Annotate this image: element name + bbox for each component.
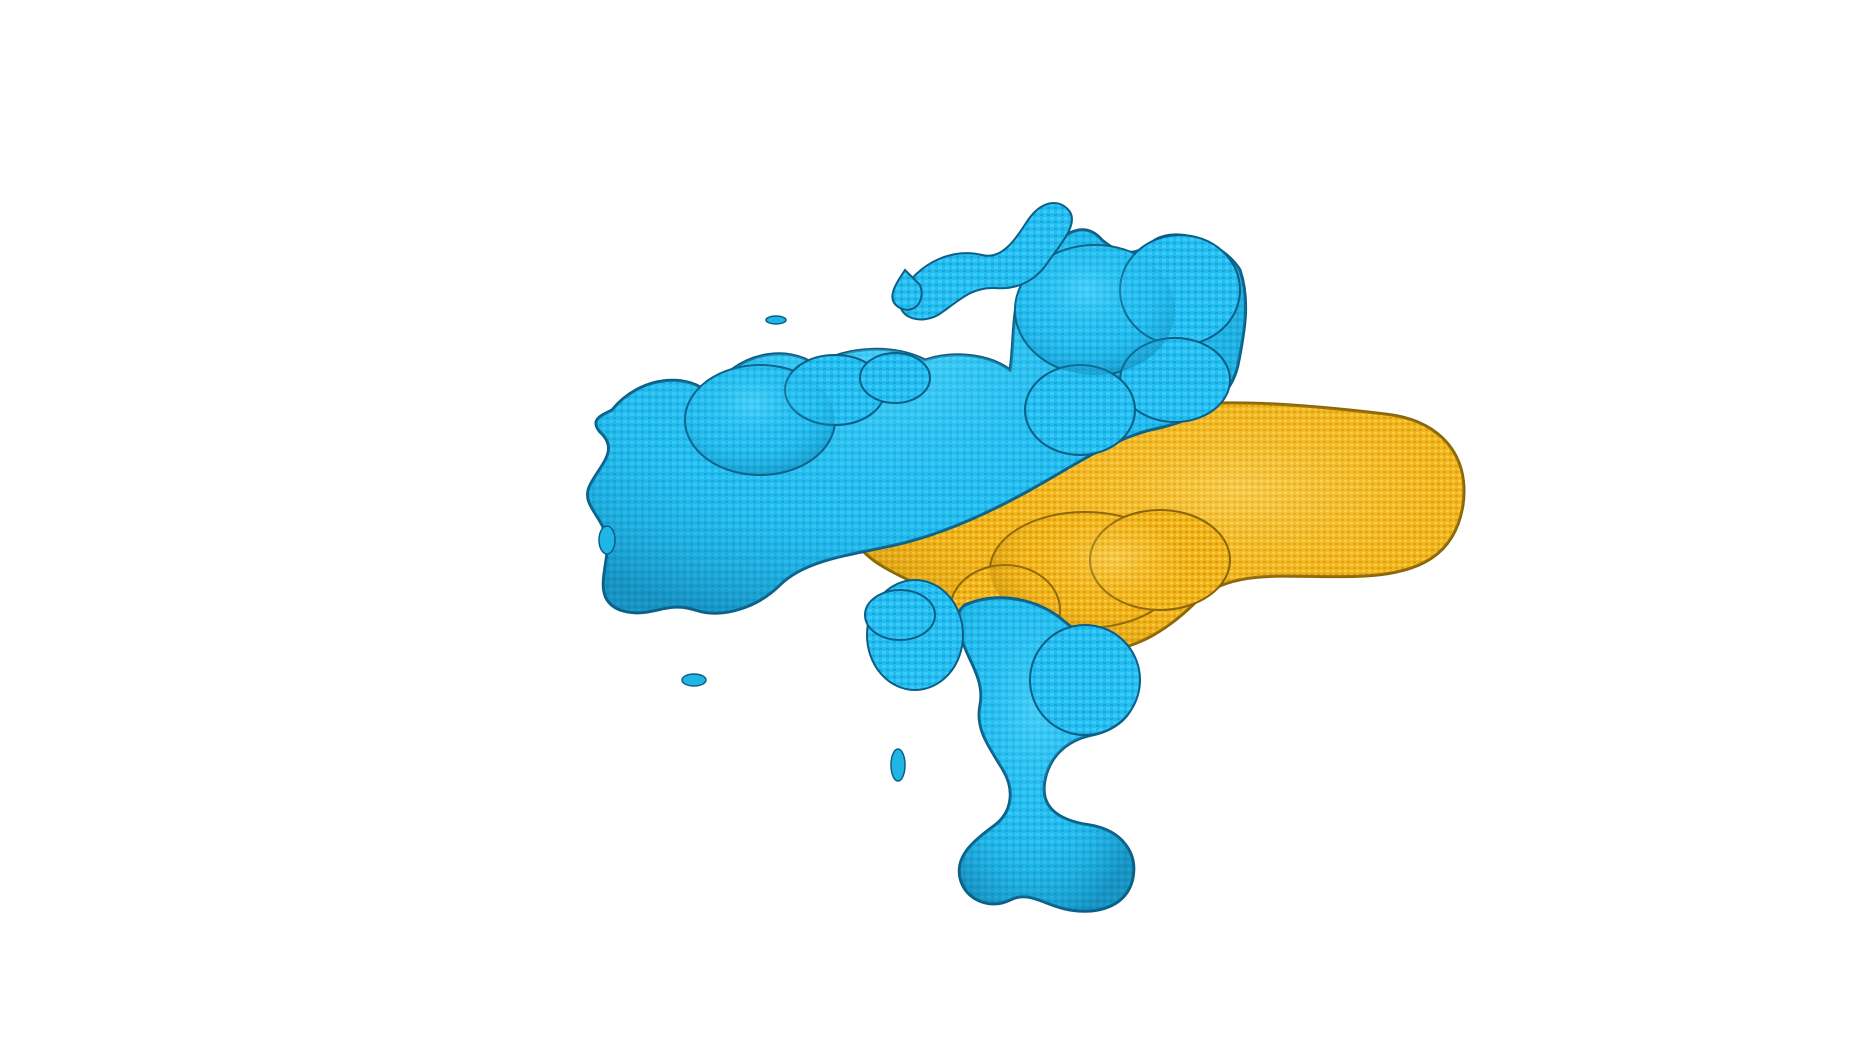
blue-surface: [586, 202, 1248, 913]
